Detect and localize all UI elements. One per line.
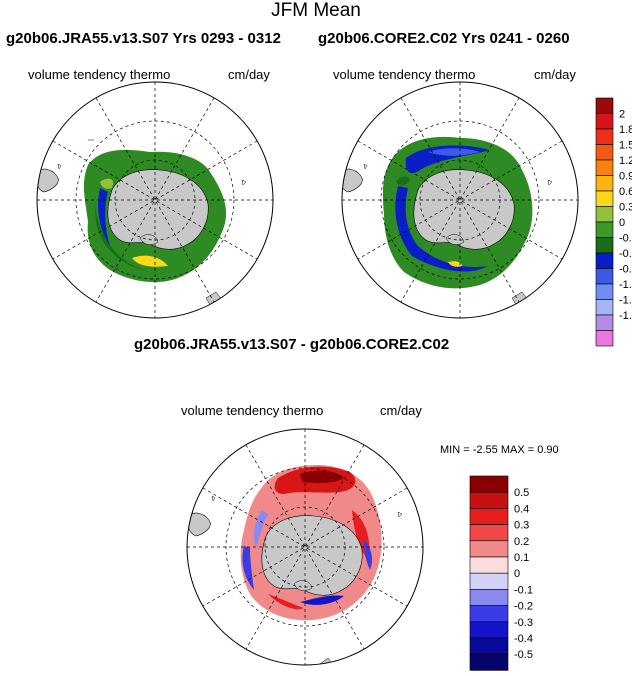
colorbar-top-tick-label: 0.6 [619, 186, 632, 198]
panel-2-title: g20b06.CORE2.C02 Yrs 0241 - 0260 [318, 30, 570, 47]
map-panel-3 [186, 428, 424, 666]
colorbar-top-tick-label: -1.8 [619, 310, 632, 322]
map-panel-1 [36, 81, 274, 319]
main-title: JFM Mean [271, 0, 361, 21]
colorbar-bottom-tick-label: -0.5 [514, 649, 533, 661]
colorbar-top-swatch [595, 283, 614, 300]
panel-1-units-label: cm/day [228, 67, 270, 82]
colorbar-bottom-tick-label: 0.3 [514, 520, 529, 532]
colorbar-bottom-swatch [469, 491, 509, 509]
colorbar-top-swatch [595, 330, 614, 347]
south-america-landmass [37, 168, 59, 193]
colorbar-bottom-tick-label: 0.4 [514, 503, 529, 515]
antarctica-landmass [413, 169, 515, 250]
colorbar-top-swatch [595, 299, 614, 316]
colorbar-top-swatch [595, 113, 614, 130]
colorbar-top-swatch [595, 314, 614, 331]
colorbar-top-swatch [595, 268, 614, 285]
colorbar-bottom-swatch [469, 572, 509, 590]
colorbar-top-tick-label: 0 [619, 217, 625, 229]
colorbar-top-tick-label: -1.5 [619, 295, 632, 307]
colorbar-top-tick-label: 0.9 [619, 171, 632, 183]
south-america-landmass [187, 512, 211, 537]
colorbar-bottom-swatch [469, 556, 509, 574]
colorbar-top-tick-label: -0.3 [619, 233, 632, 245]
colorbar-bottom-tick-label: -0.4 [514, 633, 533, 645]
colorbar-top: 2 1.8 1.5 1.2 0.9 0.6 0.3 0 -0.3 -0.6 -0.9 -1.2 -1.5… [595, 97, 632, 347]
colorbar-bottom-tick-label: 0.2 [514, 536, 529, 548]
colorbar-bottom-swatch [469, 589, 509, 606]
colorbar-bottom-swatch [469, 637, 509, 655]
panel-3-variable-label: volume tendency thermo [181, 403, 324, 418]
colorbar-top-tick-label: -0.6 [619, 248, 632, 260]
colorbar-bottom-swatch [469, 653, 509, 671]
colorbar-top-tick-label: 1.2 [619, 155, 632, 167]
map-panel-2 [341, 81, 579, 319]
colorbar-top-swatch [595, 221, 614, 238]
panel-2-variable-label: volume tendency thermo [333, 67, 476, 82]
antarctica-landmass [107, 169, 209, 250]
colorbar-bottom-tick-label: -0.1 [514, 584, 533, 596]
colorbar-bottom-swatch [469, 475, 509, 493]
colorbar-top-swatch [595, 159, 614, 176]
colorbar-top-tick-label: -0.9 [619, 264, 632, 276]
colorbar-bottom-tick-label: -0.2 [514, 601, 533, 613]
colorbar-bottom-tick-label: 0.1 [514, 552, 529, 564]
colorbar-top-tick-label: -1.2 [619, 279, 632, 291]
min-max-readout: MIN = -2.55 MAX = 0.90 [440, 444, 559, 456]
colorbar-top-tick-label: 1.8 [619, 124, 632, 136]
colorbar-top-swatch [595, 252, 614, 269]
colorbar-bottom-swatch [469, 621, 509, 639]
colorbar-bottom: 0.5 0.4 0.3 0.2 0.1 0 -0.1 -0.2 -0.3 -0.4 -0.5 [469, 475, 533, 671]
colorbar-bottom-swatch [469, 605, 509, 623]
colorbar-top-tick-label: 1.5 [619, 140, 632, 152]
south-america-landmass [342, 168, 363, 193]
colorbar-top-tick-label: 2 [619, 109, 625, 121]
panel-1-title: g20b06.JRA55.v13.S07 Yrs 0293 - 0312 [6, 30, 281, 47]
antarctica-landmass [261, 515, 363, 596]
colorbar-top-swatch [595, 144, 614, 161]
colorbar-bottom-tick-label: -0.3 [514, 617, 533, 629]
colorbar-top-swatch [595, 190, 614, 207]
colorbar-top-swatch [595, 128, 614, 145]
panel-3-title: g20b06.JRA55.v13.S07 - g20b06.CORE2.C02 [134, 336, 450, 353]
colorbar-top-tick-label: 0.3 [619, 202, 632, 214]
colorbar-bottom-swatch [469, 540, 509, 558]
colorbar-bottom-swatch [469, 508, 509, 525]
colorbar-top-swatch [595, 237, 614, 254]
panel-2-units-label: cm/day [534, 67, 576, 82]
colorbar-top-swatch [595, 175, 614, 192]
panel-3-units-label: cm/day [380, 403, 422, 418]
colorbar-bottom-swatch [469, 524, 509, 542]
colorbar-bottom-tick-label: 0.5 [514, 487, 529, 499]
panel-1-variable-label: volume tendency thermo [28, 67, 171, 82]
colorbar-bottom-tick-label: 0 [514, 568, 520, 580]
colorbar-top-swatch [595, 206, 614, 223]
colorbar-top-swatch [595, 97, 614, 114]
